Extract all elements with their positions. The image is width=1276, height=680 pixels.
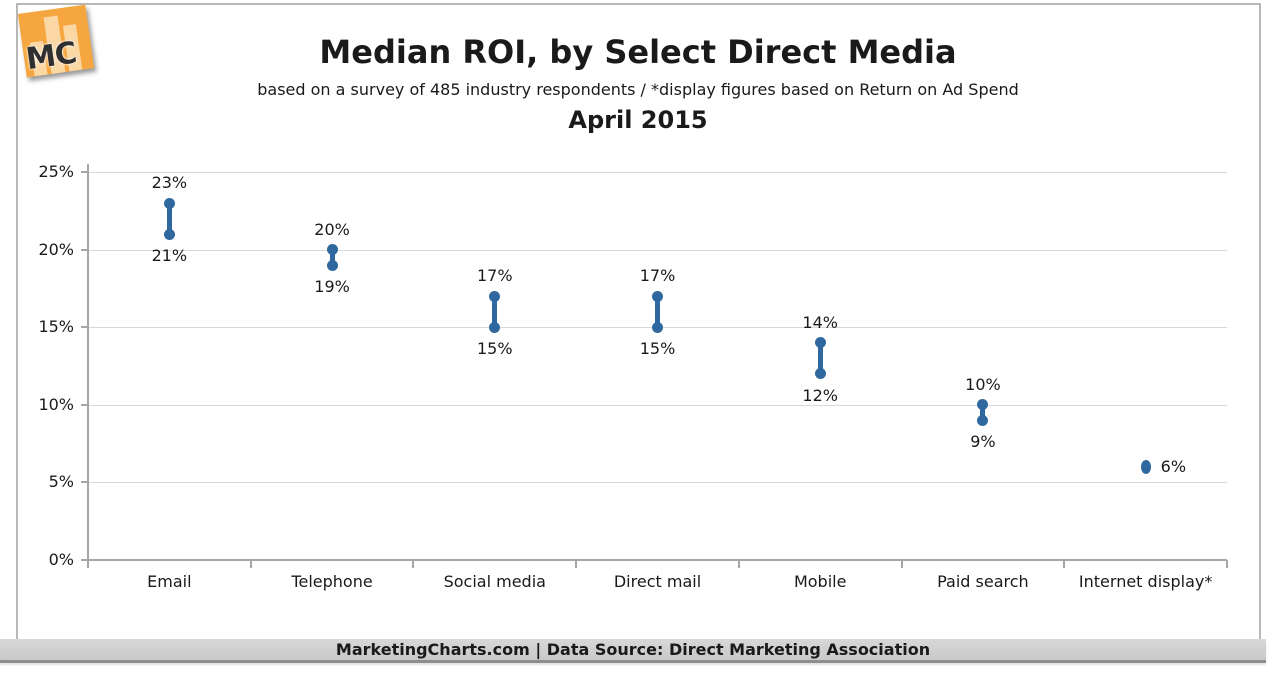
value-label-high: 17% <box>477 266 513 286</box>
category-label: Email <box>147 572 192 591</box>
x-axis-tick <box>1226 560 1228 568</box>
dumbbell-connector <box>980 402 986 423</box>
gridline <box>88 482 1227 484</box>
y-axis-tick <box>81 403 88 406</box>
value-label-low: 15% <box>477 339 513 359</box>
x-axis <box>88 559 1227 561</box>
value-label-low: 19% <box>314 277 350 297</box>
dumbbell-connector <box>166 201 172 237</box>
y-tick-label: 10% <box>38 394 74 414</box>
y-axis-tick <box>81 326 88 329</box>
value-label-high: 17% <box>639 266 676 286</box>
y-axis-tick <box>81 171 88 173</box>
dumbbell-high-dot <box>652 290 663 302</box>
category-label: Internet display* <box>1078 572 1213 591</box>
dumbbell-low-dot <box>163 228 175 240</box>
chart-subtitle: based on a survey of 485 industry respon… <box>257 80 1019 99</box>
dumbbell-high-dot <box>489 290 501 302</box>
attribution-bar: MarketingCharts.com | Data Source: Direc… <box>0 639 1266 663</box>
dumbbell-high-dot <box>814 337 826 349</box>
value-label-high: 23% <box>151 173 188 193</box>
x-axis-tick <box>250 560 252 568</box>
dumbbell-low-dot <box>489 321 501 333</box>
x-axis-tick <box>87 560 89 568</box>
dumbbell-high-dot <box>326 244 338 256</box>
dumbbell-single-dot <box>1140 459 1151 474</box>
gridline <box>88 404 1227 406</box>
value-label-single: 6% <box>1160 456 1187 476</box>
dumbbell-low-dot <box>977 414 989 426</box>
y-axis-tick <box>81 559 88 561</box>
y-tick-label: 20% <box>38 239 74 259</box>
y-axis-tick <box>81 481 88 484</box>
dumbbell-connector <box>492 294 498 330</box>
category-label: Direct mail <box>613 572 702 591</box>
y-axis-tick <box>81 248 88 251</box>
y-tick-label: 0% <box>48 550 74 569</box>
mc-logo-text: MC <box>23 35 79 78</box>
dumbbell-low-dot <box>326 259 338 271</box>
x-axis-tick <box>738 560 740 568</box>
value-label-low: 9% <box>970 432 996 452</box>
chart-title: Median ROI, by Select Direct Media <box>319 33 957 71</box>
dumbbell-high-dot <box>163 197 175 209</box>
dumbbell-low-dot <box>652 321 663 333</box>
x-axis-tick <box>412 560 414 568</box>
dumbbell-high-dot <box>977 399 989 411</box>
dumbbell-connector <box>329 247 335 268</box>
category-label: Social media <box>443 572 546 591</box>
category-label: Mobile <box>793 572 847 591</box>
category-label: Telephone <box>291 572 373 591</box>
chart-frame <box>16 3 1261 663</box>
value-label-high: 10% <box>965 374 1001 394</box>
y-axis <box>87 164 89 560</box>
gridline <box>88 249 1227 251</box>
value-label-high: 20% <box>314 219 350 239</box>
value-label-low: 15% <box>639 339 676 359</box>
value-label-high: 14% <box>802 312 838 332</box>
x-axis-tick <box>1063 560 1065 568</box>
dumbbell-connector <box>817 340 823 376</box>
y-tick-label: 25% <box>38 162 74 181</box>
attribution-text: MarketingCharts.com | Data Source: Direc… <box>335 640 931 659</box>
mc-logo: MC <box>17 4 95 78</box>
gridline <box>88 172 1227 173</box>
y-tick-label: 15% <box>38 317 74 337</box>
category-label: Paid search <box>937 572 1029 591</box>
chart-period: April 2015 <box>568 106 708 134</box>
x-axis-tick <box>575 560 577 568</box>
dumbbell-low-dot <box>814 368 826 380</box>
value-label-low: 12% <box>802 385 838 405</box>
value-label-low: 21% <box>151 246 188 266</box>
y-tick-label: 5% <box>48 472 74 492</box>
x-axis-tick <box>901 560 903 568</box>
dumbbell-connector <box>655 294 660 330</box>
